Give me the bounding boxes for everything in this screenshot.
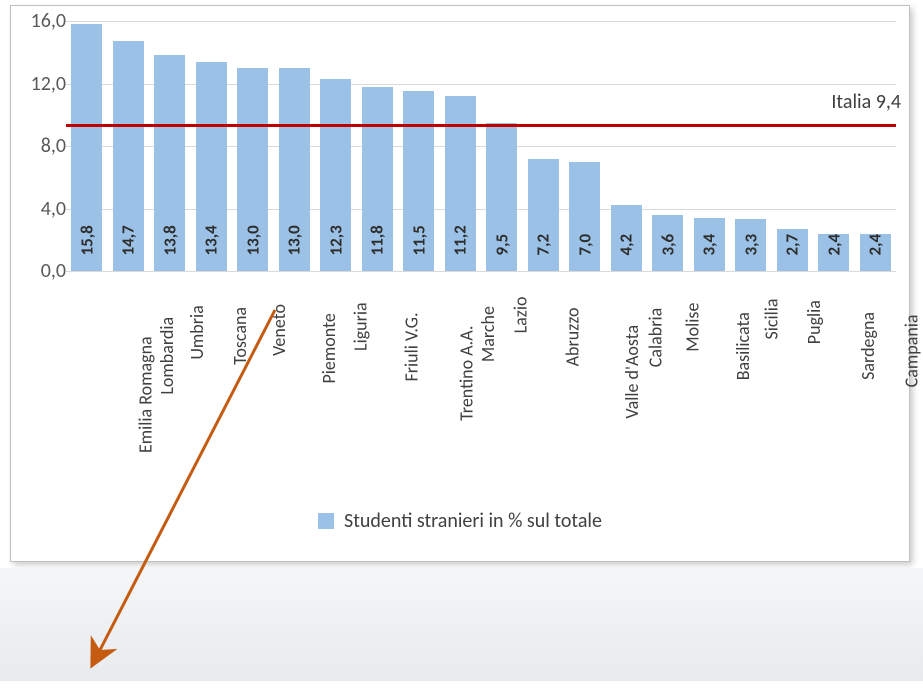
legend: Studenti stranieri in % sul totale [11, 508, 909, 533]
bar: 13,8 [154, 55, 185, 271]
category-label: Liguria [349, 302, 371, 351]
category-label: Trentino A.A. [455, 326, 477, 421]
category-label: Sardegna [857, 312, 879, 380]
category-label: Umbria [186, 305, 208, 359]
bar-value-label: 4,2 [616, 234, 637, 256]
bar: 13,0 [237, 68, 268, 271]
legend-swatch [318, 513, 334, 529]
category-label: Molise [681, 303, 703, 352]
category-label: Lazio [509, 296, 531, 333]
category-label: Campania [901, 314, 923, 387]
category-label: Lombardia [156, 317, 178, 395]
bar-value-label: 11,5 [408, 225, 429, 255]
bar-value-label: 7,2 [533, 234, 554, 256]
bar-value-label: 3,6 [657, 234, 678, 256]
bar: 15,8 [71, 24, 102, 271]
bar: 2,4 [818, 234, 849, 272]
category-label: Friuli V.G. [401, 313, 423, 382]
gridline [66, 84, 896, 85]
bar: 4,2 [611, 205, 642, 271]
bar-value-label: 3,3 [740, 234, 761, 256]
bar-value-label: 11,8 [367, 225, 388, 255]
bar: 13,0 [279, 68, 310, 271]
y-tick-label: 12,0 [21, 72, 66, 96]
y-tick-label: 8,0 [21, 134, 66, 158]
bar: 3,4 [694, 218, 725, 271]
bar: 2,4 [860, 234, 891, 272]
bar-value-label: 7,0 [574, 234, 595, 256]
bar-value-label: 3,4 [699, 234, 720, 256]
plot-area: 15,8 14,7 13,8 13,4 13,0 13,0 12,3 11,8 11,5 11,2… [66, 21, 896, 271]
reference-line-label: Italia 9,4 [831, 90, 901, 114]
category-label: Marche [477, 306, 499, 362]
category-label: Emilia Romagna [134, 336, 156, 453]
bar: 7,2 [528, 159, 559, 272]
bar: 11,5 [403, 91, 434, 271]
bar: 9,5 [486, 123, 517, 271]
bar-value-label: 13,4 [201, 225, 222, 255]
bar-value-label: 12,3 [325, 225, 346, 255]
bar: 14,7 [113, 41, 144, 271]
category-label: Calabria [645, 308, 667, 367]
y-tick-label: 4,0 [21, 197, 66, 221]
reference-line [66, 124, 896, 127]
bar: 12,3 [320, 79, 351, 271]
bar-value-label: 2,4 [865, 234, 886, 256]
legend-label: Studenti stranieri in % sul totale [344, 509, 602, 533]
category-label: Toscana [229, 307, 251, 365]
bar: 13,4 [196, 62, 227, 271]
y-tick-label: 0,0 [21, 259, 66, 283]
category-label: Veneto [268, 304, 290, 356]
chart-frame: 0,0 4,0 8,0 12,0 16,0 15,8 14,7 13,8 13,4 13… [10, 5, 910, 562]
bar: 11,8 [362, 87, 393, 271]
bar: 11,2 [445, 96, 476, 271]
bar: 7,0 [569, 162, 600, 271]
bar-value-label: 9,5 [491, 234, 512, 256]
bar-value-label: 2,7 [782, 234, 803, 256]
bar-value-label: 2,4 [823, 234, 844, 256]
category-label: Valle d'Aosta [621, 325, 643, 419]
bar-value-label: 15,8 [76, 225, 97, 255]
category-label: Piemonte [318, 313, 340, 383]
bar: 3,6 [652, 215, 683, 271]
gridline [66, 21, 896, 22]
bar-value-label: 13,0 [242, 225, 263, 255]
bar-value-label: 13,8 [159, 225, 180, 255]
category-label: Puglia [803, 300, 825, 344]
bar: 3,3 [735, 219, 766, 271]
y-tick-label: 16,0 [21, 9, 66, 33]
gridline [66, 209, 896, 210]
category-label: Basilicata [732, 312, 754, 380]
category-label: Abruzzo [562, 307, 584, 366]
bar-value-label: 14,7 [118, 225, 139, 255]
footer-band [0, 568, 923, 681]
bar-value-label: 11,2 [450, 225, 471, 255]
bar: 2,7 [777, 229, 808, 271]
gridline [66, 146, 896, 147]
stage: 0,0 4,0 8,0 12,0 16,0 15,8 14,7 13,8 13,4 13… [0, 0, 923, 681]
gridline [66, 271, 896, 272]
category-label: Sicilia [760, 299, 782, 340]
bar-value-label: 13,0 [284, 225, 305, 255]
